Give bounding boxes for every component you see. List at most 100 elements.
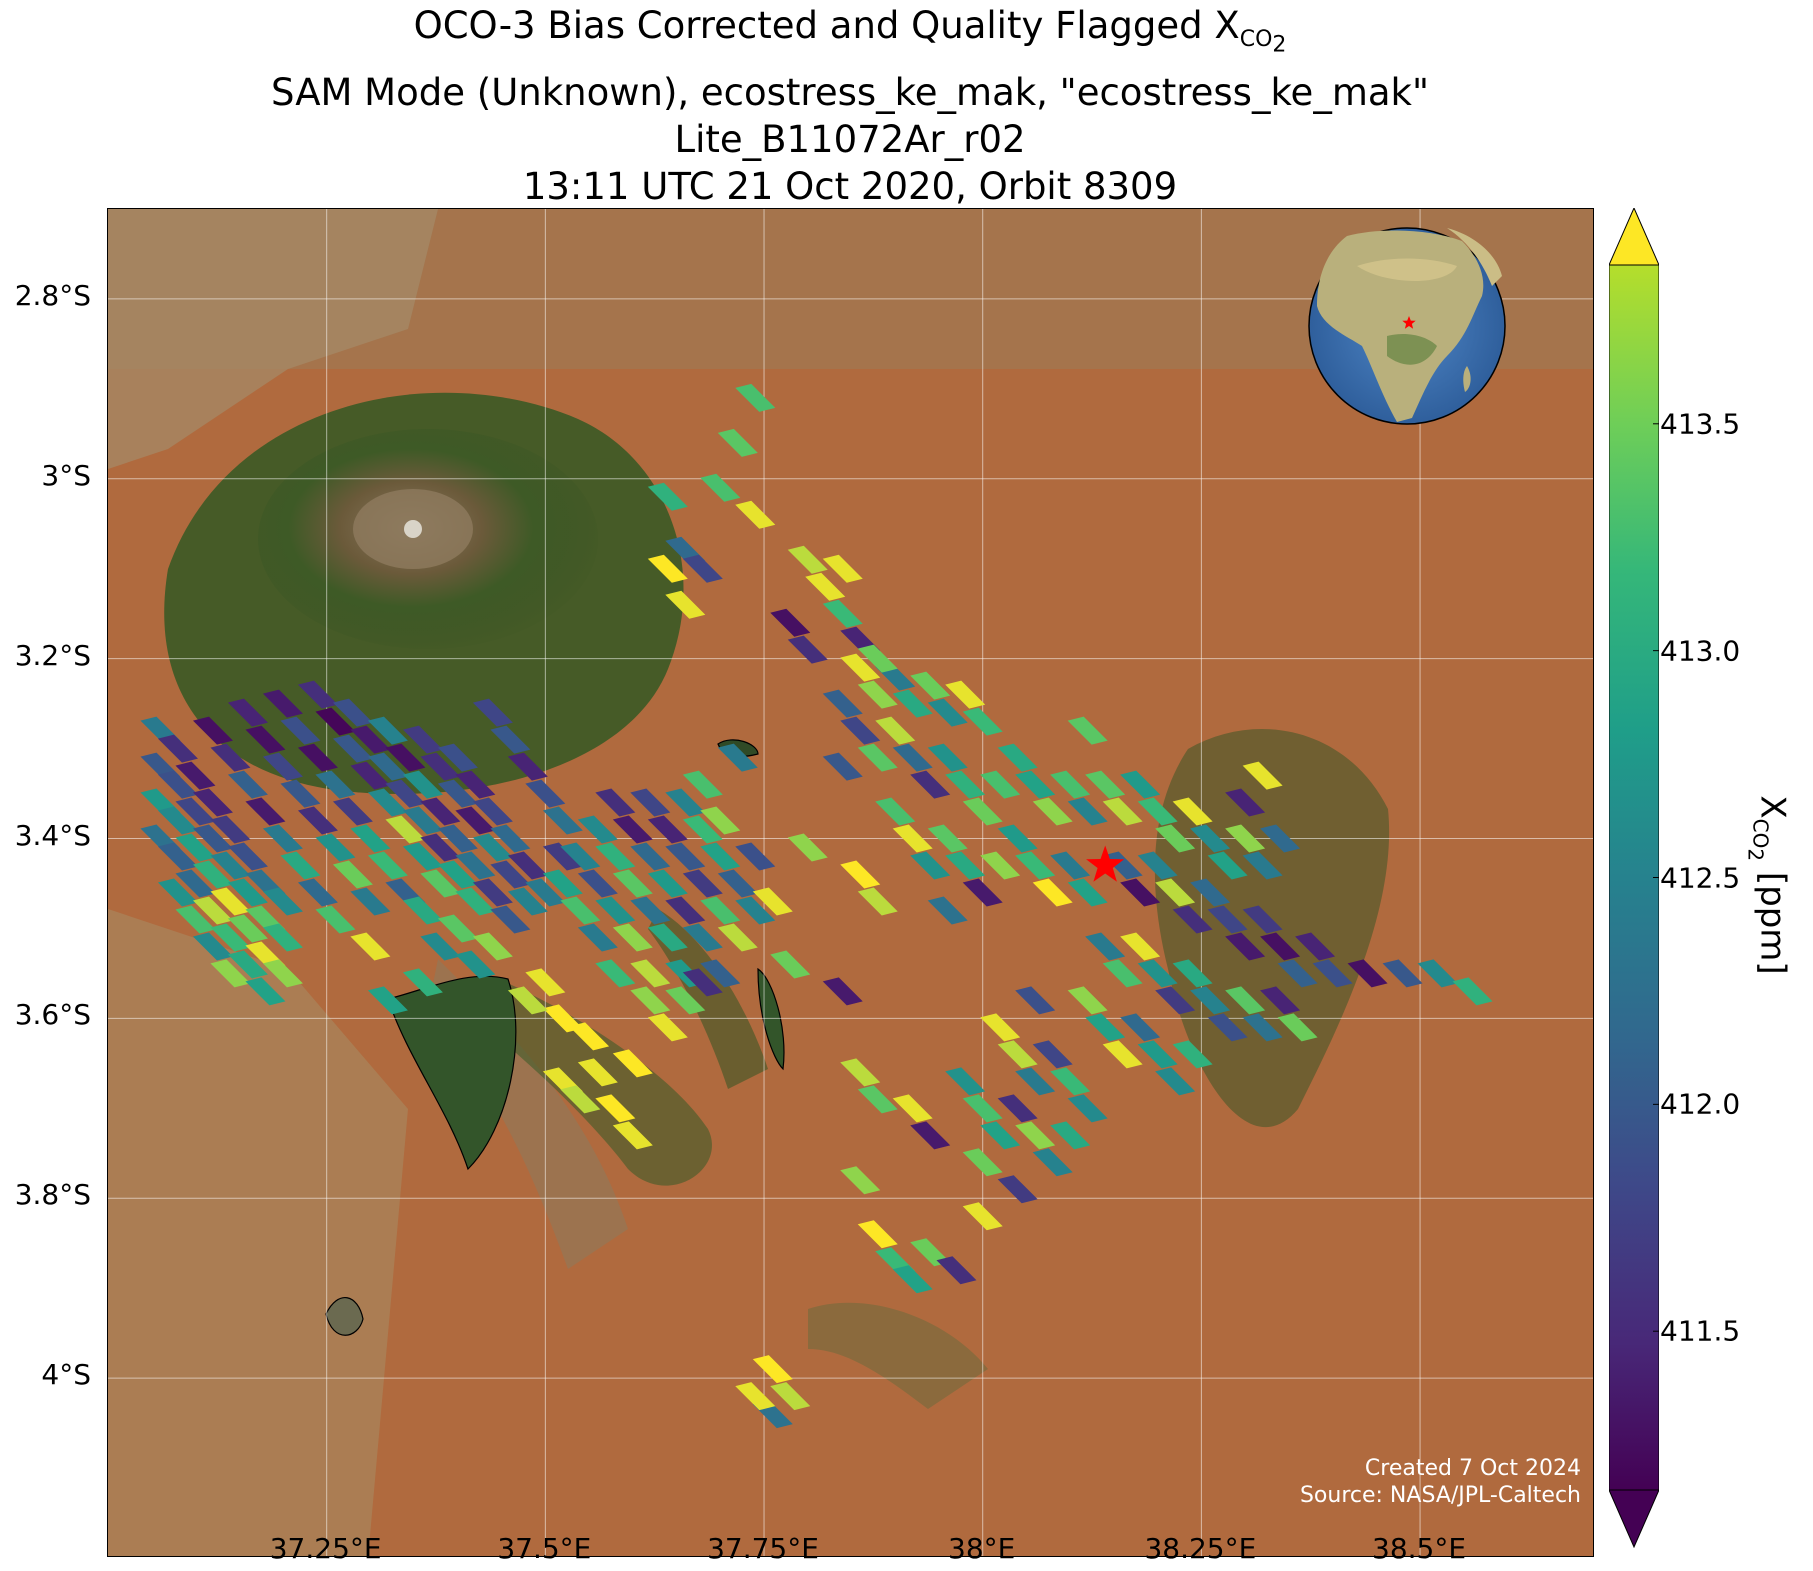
xco2-sounding[interactable] <box>1102 959 1143 988</box>
xco2-sounding[interactable] <box>1015 851 1056 880</box>
xco2-sounding[interactable] <box>927 896 968 925</box>
xco2-sounding[interactable] <box>735 500 776 529</box>
xco2-sounding[interactable] <box>175 797 216 826</box>
xco2-sounding[interactable] <box>315 770 356 799</box>
xco2-sounding[interactable] <box>857 887 898 916</box>
xco2-sounding[interactable] <box>385 815 426 844</box>
xco2-sounding[interactable] <box>630 896 671 925</box>
xco2-sounding[interactable] <box>1085 1013 1126 1042</box>
xco2-sounding[interactable] <box>630 986 671 1015</box>
xco2-sounding[interactable] <box>1067 878 1108 907</box>
xco2-sounding[interactable] <box>350 761 391 790</box>
xco2-sounding[interactable] <box>647 1013 688 1042</box>
xco2-sounding[interactable] <box>490 824 531 853</box>
xco2-sounding[interactable] <box>420 833 461 862</box>
xco2-sounding[interactable] <box>297 743 338 772</box>
xco2-sounding[interactable] <box>647 869 688 898</box>
xco2-sounding[interactable] <box>665 986 706 1015</box>
xco2-sounding[interactable] <box>805 572 846 601</box>
xco2-sounding[interactable] <box>595 896 636 925</box>
xco2-sounding[interactable] <box>682 770 723 799</box>
xco2-sounding[interactable] <box>1190 878 1231 907</box>
xco2-sounding[interactable] <box>910 1238 951 1267</box>
xco2-sounding[interactable] <box>245 797 286 826</box>
xco2-sounding[interactable] <box>945 851 986 880</box>
xco2-sounding[interactable] <box>262 923 303 952</box>
xco2-sounding[interactable] <box>490 860 531 889</box>
xco2-sounding[interactable] <box>560 842 601 871</box>
xco2-sounding[interactable] <box>612 815 653 844</box>
xco2-sounding[interactable] <box>280 779 321 808</box>
xco2-sounding[interactable] <box>612 1049 653 1078</box>
xco2-sounding[interactable] <box>1015 1067 1056 1096</box>
xco2-sounding[interactable] <box>787 833 828 862</box>
xco2-sounding[interactable] <box>700 959 741 988</box>
xco2-sounding[interactable] <box>595 842 636 871</box>
xco2-sounding[interactable] <box>840 716 881 745</box>
xco2-sounding[interactable] <box>1050 1067 1091 1096</box>
xco2-sounding[interactable] <box>840 1166 881 1195</box>
xco2-sounding[interactable] <box>262 887 303 916</box>
xco2-sounding[interactable] <box>1102 797 1143 826</box>
xco2-sounding[interactable] <box>472 878 513 907</box>
xco2-sounding[interactable] <box>227 914 268 943</box>
xco2-sounding[interactable] <box>717 869 758 898</box>
xco2-sounding[interactable] <box>892 689 933 718</box>
xco2-sounding[interactable] <box>385 779 426 808</box>
xco2-sounding[interactable] <box>192 932 233 961</box>
xco2-sounding[interactable] <box>577 923 618 952</box>
xco2-sounding[interactable] <box>560 1085 601 1114</box>
xco2-sounding[interactable] <box>192 860 233 889</box>
xco2-sounding[interactable] <box>542 806 583 835</box>
xco2-sounding[interactable] <box>1225 788 1266 817</box>
xco2-sounding[interactable] <box>1242 1013 1283 1042</box>
xco2-sounding[interactable] <box>857 644 898 673</box>
xco2-sounding[interactable] <box>472 833 513 862</box>
xco2-sounding[interactable] <box>1015 986 1056 1015</box>
xco2-sounding[interactable] <box>840 860 881 889</box>
xco2-soundings[interactable] <box>140 383 1493 1429</box>
xco2-sounding[interactable] <box>962 878 1003 907</box>
xco2-sounding[interactable] <box>822 752 863 781</box>
xco2-sounding[interactable] <box>735 383 776 412</box>
xco2-sounding[interactable] <box>612 923 653 952</box>
xco2-sounding[interactable] <box>1155 824 1196 853</box>
xco2-sounding[interactable] <box>507 887 548 916</box>
xco2-sounding[interactable] <box>997 1040 1038 1069</box>
xco2-sounding[interactable] <box>1085 770 1126 799</box>
xco2-sounding[interactable] <box>822 599 863 628</box>
xco2-sounding[interactable] <box>507 986 548 1015</box>
xco2-sounding[interactable] <box>350 824 391 853</box>
xco2-sounding[interactable] <box>665 842 706 871</box>
xco2-sounding[interactable] <box>402 842 443 871</box>
xco2-sounding[interactable] <box>1137 851 1178 880</box>
xco2-sounding[interactable] <box>490 905 531 934</box>
xco2-sounding[interactable] <box>875 797 916 826</box>
xco2-sounding[interactable] <box>962 1094 1003 1123</box>
xco2-sounding[interactable] <box>490 725 531 754</box>
xco2-sounding[interactable] <box>892 1094 933 1123</box>
xco2-sounding[interactable] <box>840 653 881 682</box>
xco2-sounding[interactable] <box>980 1013 1021 1042</box>
xco2-sounding[interactable] <box>927 698 968 727</box>
xco2-sounding[interactable] <box>192 896 233 925</box>
xco2-sounding[interactable] <box>1242 851 1283 880</box>
xco2-sounding[interactable] <box>892 824 933 853</box>
map-canvas[interactable] <box>108 209 1594 1557</box>
xco2-sounding[interactable] <box>472 932 513 961</box>
xco2-sounding[interactable] <box>1120 932 1161 961</box>
xco2-sounding[interactable] <box>542 1004 583 1033</box>
xco2-sounding[interactable] <box>700 896 741 925</box>
xco2-sounding[interactable] <box>1015 770 1056 799</box>
xco2-sounding[interactable] <box>1452 977 1493 1006</box>
xco2-sounding[interactable] <box>280 716 321 745</box>
xco2-sounding[interactable] <box>980 770 1021 799</box>
xco2-sounding[interactable] <box>927 824 968 853</box>
xco2-sounding[interactable] <box>1260 986 1301 1015</box>
xco2-sounding[interactable] <box>595 959 636 988</box>
xco2-sounding[interactable] <box>350 887 391 916</box>
xco2-sounding[interactable] <box>420 869 461 898</box>
xco2-sounding[interactable] <box>1067 716 1108 745</box>
xco2-sounding[interactable] <box>770 950 811 979</box>
xco2-sounding[interactable] <box>1295 932 1336 961</box>
